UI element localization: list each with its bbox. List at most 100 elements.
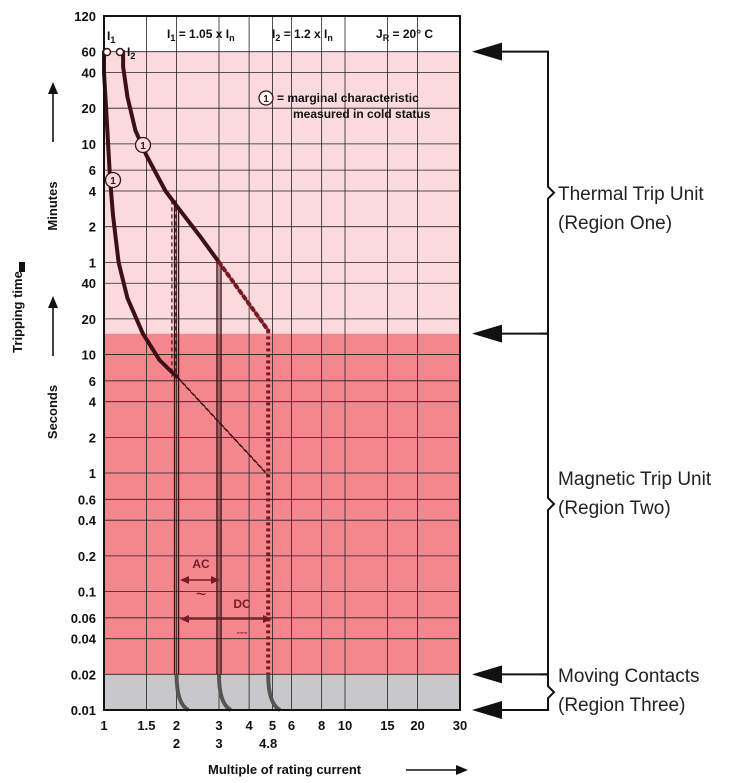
- bracket-region-three: [540, 673, 556, 711]
- bracket-region-two: [540, 332, 556, 676]
- region-one-label-line1: Thermal Trip Unit: [558, 184, 704, 205]
- annotation-line1: = marginal characteristic: [277, 91, 419, 105]
- curve-i2: [121, 49, 221, 265]
- seconds-direction-arrow: [48, 296, 58, 356]
- dc-symbol: ⎓: [236, 624, 247, 640]
- x-tick-label: 30: [453, 718, 467, 733]
- curve-label-i1: I1: [107, 29, 115, 45]
- x-axis-title: Multiple of rating current: [208, 762, 362, 777]
- plot-frame: [103, 15, 461, 711]
- x-tick-label-secondary: 4.8: [259, 736, 277, 751]
- x-tick-label: 6: [288, 718, 295, 733]
- vertical-limit-lines: [173, 205, 282, 712]
- curve-marker-i1: 1: [104, 171, 122, 189]
- plot-border: [103, 15, 461, 711]
- y-tick-label-seconds: 10: [82, 348, 96, 363]
- y-unit-seconds: Seconds: [45, 385, 60, 439]
- minutes-direction-arrow: [48, 82, 58, 142]
- bracket-region-one: [540, 50, 556, 335]
- header-i2: I2 = 1.2 x In: [272, 27, 333, 43]
- annotation-marker: 1: [263, 94, 269, 105]
- x-tick-label: 2: [173, 718, 180, 733]
- y-tick-label-minutes: 40: [82, 66, 96, 81]
- y-axis-title: Tripping time: [10, 271, 25, 353]
- ac-arrow: [180, 576, 220, 584]
- curve-marker-i2: 1: [134, 136, 152, 154]
- y-tick-label-seconds: 0.04: [71, 632, 97, 647]
- y-tick-label-minutes: 2: [89, 220, 96, 235]
- curve-start-marker-i1: [102, 47, 112, 57]
- region-backgrounds: [104, 51, 460, 710]
- x-tick-label: 1: [100, 718, 107, 733]
- grid-lines: [103, 15, 461, 711]
- y-tick-label-minutes: 1: [89, 255, 96, 270]
- region-brackets: [472, 42, 556, 719]
- x-tick-label-secondary: 2: [173, 736, 180, 751]
- y-tick-label-minutes: 60: [82, 45, 96, 60]
- annotation-marker-circle: [258, 90, 274, 106]
- region-two-label-line1: Magnetic Trip Unit: [558, 469, 712, 490]
- y-axis-divider: [19, 262, 25, 272]
- header-i1: I1 = 1.05 x In: [167, 27, 235, 43]
- x-tick-label: 20: [410, 718, 424, 733]
- y-tick-label-seconds: 1: [89, 466, 96, 481]
- curve-i1: [102, 49, 179, 379]
- bracket-pointer-arrow: [472, 701, 502, 719]
- y-tick-label-seconds: 0.01: [71, 703, 96, 718]
- annotation-line2: measured in cold status: [293, 107, 431, 121]
- dc-label: DC: [233, 597, 251, 611]
- curve-start-marker-i2: [115, 47, 125, 57]
- region-two-label-line2: (Region Two): [558, 498, 671, 519]
- y-tick-label-seconds: 4: [89, 395, 97, 410]
- y-tick-label-minutes: 4: [89, 184, 97, 199]
- y-tick-label-seconds: 6: [89, 374, 96, 389]
- x-tick-label: 5: [269, 718, 276, 733]
- region-one-band: [104, 51, 460, 334]
- contact-curve: [266, 674, 282, 712]
- y-tick-label-minutes: 6: [89, 163, 96, 178]
- x-tick-label: 15: [380, 718, 394, 733]
- y-tick-label-seconds: 0.1: [78, 585, 96, 600]
- x-tick-label: 10: [338, 718, 352, 733]
- dc-arrow: [180, 615, 272, 623]
- bracket-pointer-arrow: [472, 324, 502, 343]
- x-tick-label-secondary: 3: [215, 736, 222, 751]
- y-tick-label-seconds: 0.6: [78, 492, 96, 507]
- bracket-pointer-arrow: [472, 665, 502, 684]
- region-one-label-line2: (Region One): [558, 213, 672, 234]
- region-two-band: [104, 333, 460, 675]
- contact-curve: [216, 674, 232, 712]
- x-tick-label: 8: [318, 718, 325, 733]
- y-tick-label-minutes: 120: [74, 9, 96, 24]
- y-tick-label-minutes: 20: [82, 101, 96, 116]
- characteristic-curves: [102, 49, 271, 477]
- region-three-band: [104, 674, 460, 710]
- ac-label: AC: [192, 557, 210, 571]
- y-unit-minutes: Minutes: [45, 181, 60, 230]
- contact-curve: [174, 674, 190, 712]
- curve-i2-extension: [217, 260, 271, 333]
- y-tick-label-seconds: 0.4: [78, 513, 97, 528]
- y-tick-label-seconds: 40: [82, 276, 96, 291]
- x-tick-label: 3: [215, 718, 222, 733]
- bracket-pointer-arrow: [472, 42, 502, 61]
- svg-text:1: 1: [110, 176, 116, 187]
- y-tick-label-seconds: 2: [89, 430, 96, 445]
- tick-labels: 12060402010642140201064210.60.40.20.10.0…: [71, 9, 468, 751]
- svg-text:1: 1: [140, 141, 146, 152]
- y-tick-label-seconds: 20: [82, 312, 96, 327]
- x-tick-label: 1.5: [137, 718, 155, 733]
- y-tick-label-seconds: 0.06: [71, 611, 96, 626]
- y-tick-label-minutes: 10: [82, 137, 96, 152]
- region-three-label-line1: Moving Contacts: [558, 666, 700, 687]
- header-jr: JR = 20° C: [376, 27, 433, 43]
- x-tick-label: 4: [245, 718, 253, 733]
- region-three-label-line2: (Region Three): [558, 695, 685, 716]
- curve-label-i2: I2: [127, 45, 135, 61]
- y-tick-label-seconds: 0.02: [71, 667, 96, 682]
- y-tick-label-seconds: 0.2: [78, 549, 96, 564]
- upper-band-line: [173, 372, 266, 473]
- ac-symbol: ~: [196, 584, 207, 604]
- x-axis-direction-arrow: [406, 765, 468, 775]
